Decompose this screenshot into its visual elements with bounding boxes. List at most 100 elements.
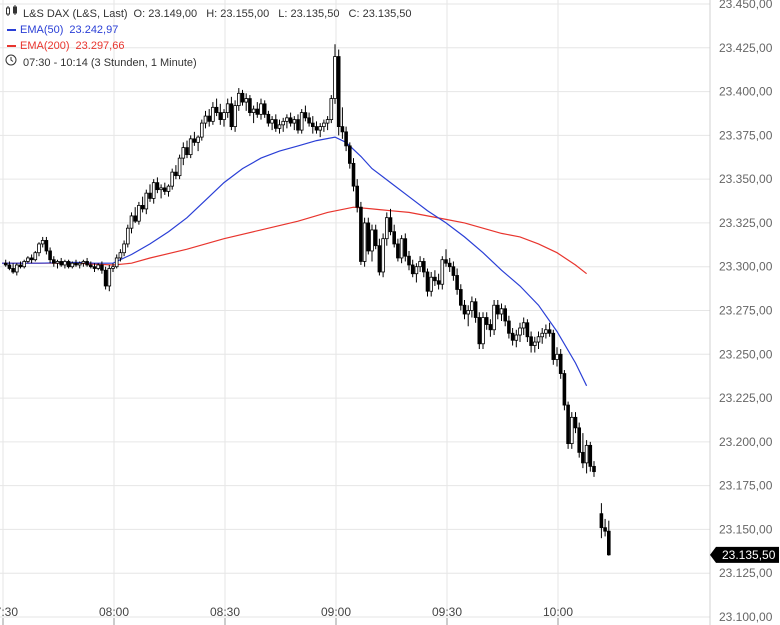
candle[interactable] — [159, 184, 163, 199]
candle[interactable] — [63, 259, 67, 269]
candle[interactable] — [455, 268, 459, 295]
candle[interactable] — [514, 329, 519, 348]
candle[interactable] — [59, 257, 63, 267]
candle[interactable] — [148, 184, 152, 202]
candle[interactable] — [373, 224, 378, 250]
candle[interactable] — [129, 212, 134, 234]
candle[interactable] — [377, 238, 382, 276]
candle[interactable] — [314, 121, 319, 134]
candle[interactable] — [133, 207, 138, 223]
candle[interactable] — [137, 201, 141, 225]
candle[interactable] — [262, 100, 267, 118]
legend-ema200[interactable]: EMA(200) 23.297,66 — [5, 38, 418, 54]
candle[interactable] — [421, 257, 426, 278]
candle[interactable] — [233, 100, 237, 132]
candle[interactable] — [347, 142, 352, 169]
candle[interactable] — [66, 259, 71, 269]
candle[interactable] — [292, 116, 297, 131]
candle[interactable] — [573, 412, 578, 434]
candle[interactable] — [392, 224, 396, 248]
candle[interactable] — [507, 315, 511, 339]
candle[interactable] — [192, 131, 197, 146]
candle[interactable] — [533, 336, 537, 353]
candle[interactable] — [199, 119, 204, 141]
candle[interactable] — [207, 109, 212, 127]
candle[interactable] — [477, 312, 482, 350]
candle[interactable] — [458, 284, 463, 311]
candle[interactable] — [436, 273, 441, 290]
candle[interactable] — [259, 98, 263, 120]
candle[interactable] — [566, 401, 570, 449]
candle[interactable] — [18, 261, 23, 269]
candle[interactable] — [288, 112, 293, 127]
candle[interactable] — [403, 233, 408, 262]
candle[interactable] — [22, 259, 26, 269]
candle[interactable] — [555, 347, 559, 367]
candle[interactable] — [52, 256, 56, 267]
candle[interactable] — [162, 182, 167, 195]
candle[interactable] — [40, 236, 45, 248]
candle[interactable] — [255, 102, 260, 118]
candle[interactable] — [11, 263, 15, 274]
candle[interactable] — [440, 256, 445, 290]
candle[interactable] — [103, 266, 108, 290]
candle[interactable] — [488, 319, 493, 337]
candle[interactable] — [37, 242, 41, 257]
candle[interactable] — [351, 158, 356, 192]
candle[interactable] — [414, 263, 419, 283]
candle[interactable] — [196, 135, 200, 152]
candle[interactable] — [244, 93, 249, 111]
candle[interactable] — [7, 261, 12, 271]
candle[interactable] — [296, 114, 300, 134]
candle[interactable] — [240, 89, 245, 106]
candle[interactable] — [281, 117, 285, 132]
candle[interactable] — [251, 105, 256, 124]
candle[interactable] — [466, 305, 470, 327]
candle[interactable] — [322, 119, 326, 132]
candle[interactable] — [85, 257, 89, 267]
candle[interactable] — [55, 259, 60, 269]
candle[interactable] — [388, 208, 393, 236]
candle[interactable] — [521, 317, 526, 336]
candle[interactable] — [26, 256, 30, 264]
candle[interactable] — [333, 44, 337, 104]
candle[interactable] — [144, 189, 149, 215]
candle[interactable] — [100, 261, 104, 274]
candle[interactable] — [218, 103, 223, 125]
candle[interactable] — [29, 254, 34, 264]
candle[interactable] — [433, 270, 437, 286]
candle[interactable] — [277, 119, 282, 134]
candle[interactable] — [166, 184, 171, 197]
candle[interactable] — [562, 370, 567, 411]
candle[interactable] — [577, 422, 581, 458]
candle[interactable] — [70, 261, 75, 269]
candle[interactable] — [366, 217, 371, 255]
candle[interactable] — [370, 224, 374, 262]
candle[interactable] — [77, 261, 82, 269]
candle[interactable] — [551, 329, 556, 365]
candle[interactable] — [592, 461, 596, 477]
candle[interactable] — [48, 247, 52, 264]
candle[interactable] — [495, 299, 500, 320]
candle[interactable] — [155, 177, 160, 194]
candle[interactable] — [344, 126, 348, 152]
candle[interactable] — [96, 263, 101, 271]
candle[interactable] — [248, 95, 252, 117]
candle[interactable] — [188, 135, 193, 159]
candle[interactable] — [410, 259, 415, 278]
candle[interactable] — [211, 102, 215, 125]
candle[interactable] — [214, 98, 219, 117]
candle[interactable] — [607, 520, 611, 556]
candle[interactable] — [499, 303, 504, 322]
candle[interactable] — [151, 179, 156, 204]
candle[interactable] — [603, 518, 607, 537]
candle[interactable] — [584, 440, 589, 474]
candle[interactable] — [588, 441, 593, 472]
candle[interactable] — [444, 249, 448, 267]
candle[interactable] — [544, 324, 548, 339]
candle[interactable] — [536, 331, 541, 350]
candle[interactable] — [518, 322, 522, 343]
candle[interactable] — [510, 328, 515, 346]
candle[interactable] — [44, 236, 49, 255]
candle[interactable] — [3, 259, 8, 267]
